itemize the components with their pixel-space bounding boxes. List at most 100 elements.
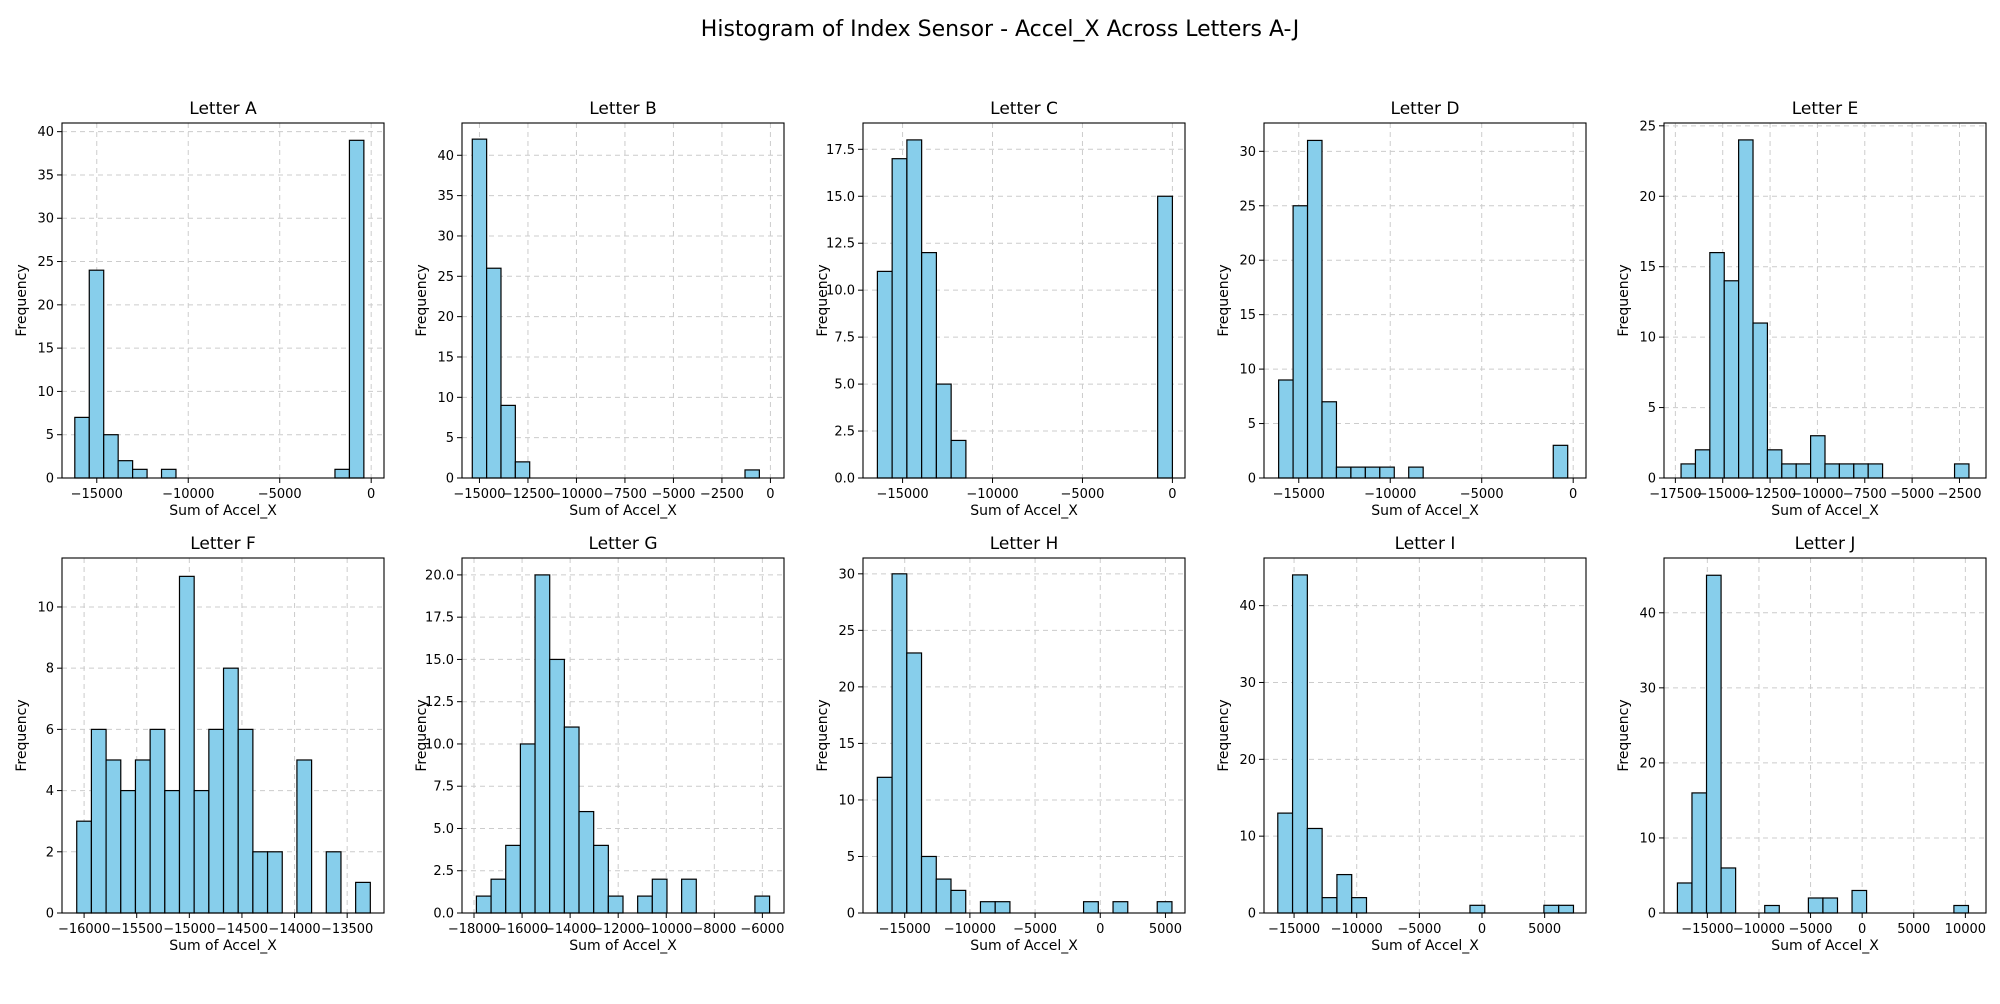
y-tick-label: 15 [838,737,855,752]
y-tick-label: 15 [437,350,454,365]
y-tick-label: 20 [437,310,454,325]
x-tick-label: −12500 [1744,487,1796,502]
histogram-bar [149,728,166,914]
histogram-bar [296,759,313,914]
y-tick-label: 0 [446,472,454,487]
y-tick-label: 25 [437,270,454,285]
subplot-title: Letter H [990,534,1059,554]
x-axis-label: Sum of Accel_X [1771,503,1879,519]
y-tick-label: 20 [838,680,855,695]
histogram-bar [355,881,371,914]
histogram-bar [193,789,210,914]
subplot-title: Letter I [1395,534,1456,554]
histogram-bar [1321,897,1338,914]
histogram-bar [164,789,181,914]
histogram-bar [475,895,492,914]
y-tick-label: 30 [1239,676,1256,691]
histogram-bar [979,901,996,914]
y-tick-label: 4 [46,784,54,799]
axes-frame [61,122,385,479]
histogram-bar [1781,463,1797,479]
x-tick-label: −17500 [1649,487,1701,502]
axes-frame [1263,557,1587,914]
y-tick-label: 40 [1239,599,1256,614]
histogram-bar [1156,901,1173,914]
histogram-bar [519,743,536,914]
y-tick-label: 10.0 [425,737,454,752]
y-tick-label: 15 [1239,308,1256,323]
histogram-bar [637,895,653,914]
histogram-bar [1157,195,1174,479]
histogram-bar [920,855,937,914]
x-tick-label: −15000 [1273,487,1325,502]
subplot-6: −16000 −15500 −15000 −14500 −14000 −13500 0 2 4 6… [14,534,385,954]
subplot-title: Letter C [990,99,1058,119]
subplot-title: Letter G [589,534,658,554]
y-axis-label: Frequency [1216,264,1232,336]
y-axis-label: Frequency [414,699,430,771]
x-tick-label: −7500 [1843,487,1887,502]
histogram-bar [76,820,93,914]
figure-title: Histogram of Index Sensor - Accel_X Acro… [701,17,1299,42]
y-tick-label: 2.5 [433,864,454,879]
histogram-bar [1810,435,1826,479]
x-tick-label: −15000 [453,487,505,502]
y-tick-label: 5 [847,850,855,865]
histogram-bar [906,652,923,914]
y-tick-label: 10 [838,793,855,808]
x-tick-label: −15000 [163,922,215,937]
x-tick-label: −5000 [1397,922,1441,937]
histogram-bar [1291,574,1308,914]
y-tick-label: 12.5 [826,237,855,252]
histogram-bar [578,810,595,914]
x-tick-label: −14000 [268,922,320,937]
histogram-bar [90,728,107,914]
histogram-bar [160,468,177,479]
x-axis-label: Sum of Accel_X [1371,503,1479,519]
axes-frame [862,122,1186,479]
x-tick-label: −10000 [944,922,996,937]
x-axis-label: Sum of Accel_X [1371,938,1479,954]
x-tick-label: −15000 [876,487,928,502]
x-tick-label: −16000 [496,922,548,937]
histogram-bar [1321,401,1338,479]
y-tick-label: 5.0 [834,378,855,393]
y-tick-label: 15.0 [425,653,454,668]
histogram-bar [1364,466,1381,479]
histogram-bar [1738,139,1754,479]
y-tick-label: 5 [1648,401,1656,416]
histogram-bar [120,789,137,914]
axes-frame [461,557,785,914]
histogram-bar [134,759,151,914]
histogram-bar [1469,904,1486,914]
subplot-10: −15000 −10000 −5000 0 5000 10000 0 10 20 30 40 Lett… [1616,534,1987,954]
y-tick-label: 5 [446,431,454,446]
histogram-bar [252,851,269,914]
y-tick-label: 0 [1648,907,1656,922]
histogram-bar [1336,873,1353,914]
histogram-bar [486,267,502,479]
y-tick-label: 25 [838,624,855,639]
y-tick-label: 10 [1239,830,1256,845]
y-tick-label: 15.0 [826,190,855,205]
histogram-bar [651,878,668,914]
histogram-bar [744,469,760,479]
histogram-bar [1824,463,1840,479]
x-tick-label: 0 [766,487,774,502]
y-tick-label: 40 [37,125,54,140]
histogram-bar [1694,449,1711,479]
x-tick-label: −8000 [692,922,736,937]
y-tick-label: 10 [37,385,54,400]
y-axis-label: Frequency [1616,264,1632,336]
y-axis-label: Frequency [1616,699,1632,771]
histogram-bar [1807,897,1824,914]
histogram-bar [1277,812,1294,914]
y-tick-label: 0.0 [433,907,454,922]
histogram-bar [906,139,923,479]
histogram-bar [237,728,254,914]
x-axis-label: Sum of Accel_X [569,503,677,519]
x-tick-label: −15000 [1268,922,1320,937]
x-tick-label: 5000 [1897,922,1930,937]
